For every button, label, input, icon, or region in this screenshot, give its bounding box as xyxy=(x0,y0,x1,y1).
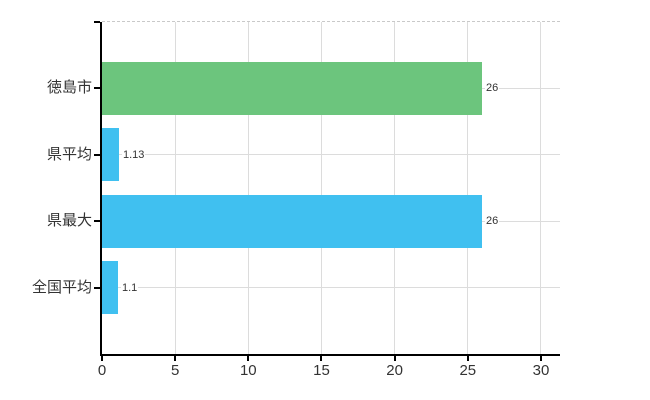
x-tick-label: 30 xyxy=(532,362,550,379)
y-category-label: 県最大 xyxy=(46,212,92,230)
x-gridline xyxy=(320,22,322,354)
x-tick-label: 15 xyxy=(313,362,330,379)
x-gridline xyxy=(174,22,176,354)
x-gridline xyxy=(247,22,249,354)
x-axis-line xyxy=(100,354,560,356)
x-tick-label: 10 xyxy=(239,362,257,379)
x-tick xyxy=(247,356,250,361)
y-tick xyxy=(94,87,100,90)
x-tick xyxy=(101,356,103,361)
x-gridline xyxy=(540,22,542,354)
y-axis-line xyxy=(100,22,102,356)
x-tick xyxy=(539,356,542,361)
x-tick xyxy=(174,356,177,361)
x-tick xyxy=(466,356,469,361)
x-tick xyxy=(393,356,396,361)
bar-value-label: 26 xyxy=(485,213,500,230)
x-tick-label: 20 xyxy=(386,362,403,379)
bar-value-label: 26 xyxy=(485,80,500,97)
plot-top-dashed-gridline xyxy=(102,21,560,22)
y-axis-top-tick xyxy=(94,21,100,23)
x-tick-label: 0 xyxy=(97,362,107,379)
y-tick xyxy=(94,153,100,156)
y-gridline xyxy=(102,154,560,156)
y-tick xyxy=(94,286,100,289)
y-tick xyxy=(94,220,100,223)
x-tick-label: 5 xyxy=(170,362,180,379)
y-category-label: 徳島市 xyxy=(46,79,92,97)
bar-全国平均 xyxy=(102,261,118,315)
y-category-label: 全国平均 xyxy=(31,278,92,296)
y-category-label: 県平均 xyxy=(46,145,92,163)
bar-徳島市 xyxy=(102,61,482,115)
x-gridline xyxy=(467,22,469,354)
x-tick xyxy=(320,356,323,361)
bar-value-label: 1.13 xyxy=(122,146,146,163)
x-tick-label: 25 xyxy=(459,362,477,379)
x-gridline xyxy=(394,22,396,354)
bar-県最大 xyxy=(102,194,482,248)
bar-県平均 xyxy=(102,128,119,182)
y-gridline xyxy=(102,287,560,289)
bar-value-label: 1.1 xyxy=(121,279,139,296)
